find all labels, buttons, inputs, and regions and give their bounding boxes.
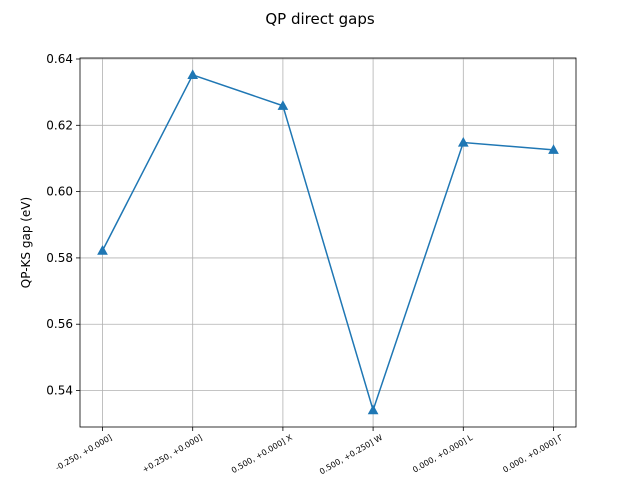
data-point	[277, 100, 289, 110]
data-point	[187, 69, 199, 80]
plot-frame	[79, 57, 577, 428]
x-tick-label: 0.000, +0.000] Γ	[501, 433, 565, 475]
y-tick-label: 0.54	[46, 384, 73, 398]
y-tick-label: 0.58	[46, 251, 73, 265]
x-tick-label: 0.000, +0.000] L	[411, 433, 475, 475]
chart-title: QP direct gaps	[265, 10, 375, 28]
x-tick-label: -0.250, +0.000]	[54, 433, 114, 473]
y-axis: 0.54 0.56 0.58 0.60 0.62 0.64	[46, 52, 80, 398]
data-point	[457, 137, 469, 147]
y-tick-label: 0.56	[46, 317, 73, 331]
y-tick-label: 0.60	[46, 185, 73, 199]
data-point	[367, 404, 379, 415]
y-tick-label: 0.64	[46, 52, 73, 66]
series	[97, 69, 559, 415]
data-point	[548, 144, 559, 154]
x-tick-label: +0.250, +0.000]	[141, 433, 204, 475]
x-tick-label: 0.500, +0.250] W	[318, 433, 384, 476]
x-tick-label: 0.500, +0.000] X	[230, 433, 294, 475]
series-line	[101, 73, 554, 413]
y-axis-label: QP-KS gap (eV)	[19, 197, 33, 288]
grid	[80, 58, 576, 427]
x-axis: -0.250, +0.000] +0.250, +0.000] 0.500, +0.…	[54, 427, 565, 476]
y-tick-label: 0.62	[46, 118, 73, 132]
data-point	[97, 245, 108, 255]
